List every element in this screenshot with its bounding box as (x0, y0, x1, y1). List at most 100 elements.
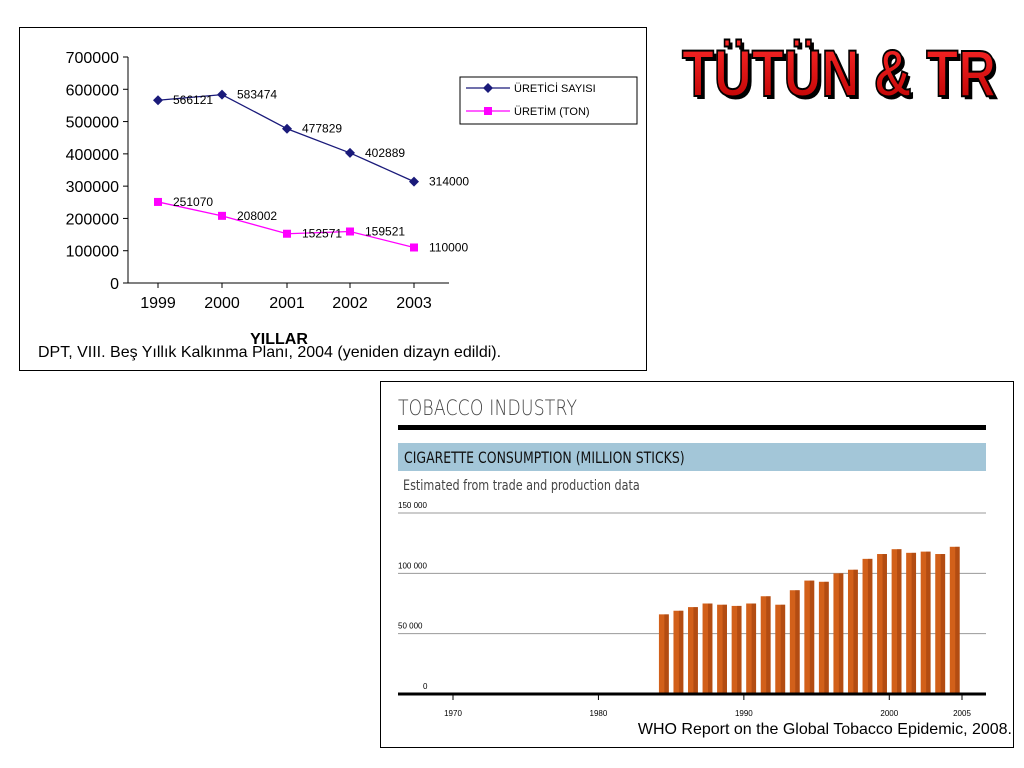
bar-shade (707, 603, 713, 694)
data-label: 314000 (429, 175, 469, 189)
bar (760, 596, 771, 694)
bar (702, 603, 713, 694)
slide-title-text: TÜTÜN & TR (682, 36, 996, 110)
data-label: 208002 (237, 209, 277, 223)
bar-chart-title-band: CIGARETTE CONSUMPTION (MILLION STICKS) (398, 443, 986, 471)
legend-box (459, 76, 638, 125)
bar (804, 580, 815, 694)
bar-shade (897, 549, 902, 694)
bar-shade (693, 607, 698, 694)
data-label: 583474 (237, 88, 277, 102)
bar (862, 558, 873, 694)
bar (920, 551, 931, 694)
bar-chart-caption: WHO Report on the Global Tobacco Epidemi… (637, 721, 1012, 738)
bar-shade (780, 604, 786, 694)
y-tick-label: 300000 (66, 179, 119, 196)
bar-shade (882, 554, 887, 694)
data-point-marker (153, 95, 163, 106)
bar-chart: 0 50 000 100 000 150 000 1970 1980 1990 2000 200… (398, 501, 986, 718)
data-label: 402889 (365, 146, 405, 160)
y-tick-label: 600000 (66, 82, 119, 99)
slide-title-shadow: TÜTÜN & TR (685, 39, 999, 110)
legend-swatch-marker (483, 83, 493, 93)
data-point-marker (283, 229, 291, 238)
y-tick-label: 500000 (66, 115, 119, 132)
y-tick-label: 100000 (66, 244, 119, 261)
y-tick-label: 400000 (66, 147, 119, 164)
bar-shade (926, 551, 931, 694)
bar (877, 554, 887, 694)
bar (717, 604, 727, 694)
legend-label: ÜRETİCİ SAYISI (514, 82, 596, 95)
x-tick-label: 1990 (735, 709, 753, 718)
bar (789, 590, 800, 694)
bar-chart-header: TOBACCO INDUSTRY (398, 396, 578, 420)
x-tick-label: 2002 (332, 295, 368, 312)
bar (673, 610, 684, 694)
data-label: 477829 (302, 122, 342, 136)
data-point-marker (345, 147, 355, 158)
bar (775, 604, 786, 694)
x-tick-label: 1980 (590, 709, 608, 718)
bar (949, 546, 960, 694)
series-line-1 (157, 93, 415, 183)
x-tick-label: 1970 (444, 709, 462, 718)
bar-shade (955, 546, 960, 694)
data-label: 566121 (173, 93, 213, 107)
bar (746, 603, 757, 694)
bar (935, 554, 946, 694)
data-point-marker (218, 211, 226, 220)
bar-shade (809, 580, 815, 694)
bar-shade (722, 604, 727, 694)
bar-chart-subtitle: Estimated from trade and production data (403, 478, 640, 494)
data-label: 152571 (302, 227, 342, 241)
bar (658, 614, 669, 694)
bar (731, 605, 742, 694)
bar-shade (824, 581, 829, 694)
y-tick-label: 100 000 (398, 561, 427, 570)
bar (833, 573, 844, 694)
data-point-marker (154, 197, 162, 206)
x-tick-label: 2000 (880, 709, 898, 718)
y-tick-label: 700000 (66, 50, 119, 67)
x-tick-label: 1999 (140, 295, 176, 312)
y-tick-label: 150 000 (398, 501, 427, 510)
bar (688, 607, 698, 694)
bar (847, 569, 858, 694)
x-tick-label: 2003 (396, 295, 432, 312)
line-chart: 0 100000 200000 300000 400000 500000 600000 700… (66, 50, 638, 348)
y-tick-label: 0 (423, 682, 428, 691)
x-axis-title: YILLAR (250, 331, 308, 348)
bar-shade (867, 558, 873, 694)
y-tick-label: 50 000 (398, 622, 423, 631)
bar (818, 581, 829, 694)
header-rule (398, 425, 986, 430)
data-label: 110000 (429, 240, 468, 254)
y-tick-label: 0 (110, 276, 119, 293)
bar-shade (678, 610, 684, 694)
slide-title: TÜTÜN & TR TÜTÜN & TR (681, 35, 999, 110)
y-tick-label: 200000 (66, 211, 119, 228)
data-point-marker (410, 243, 418, 252)
bar-shade (766, 596, 771, 694)
data-point-marker (409, 176, 419, 187)
line-chart-caption: DPT, VIII. Beş Yıllık Kalkınma Planı, 20… (38, 344, 502, 361)
data-point-marker (346, 227, 354, 236)
bar-shade (853, 569, 858, 694)
data-point-marker (217, 89, 227, 100)
data-label: 251070 (173, 195, 213, 209)
bar-shade (795, 590, 800, 694)
bar-shade (940, 554, 946, 694)
legend-swatch-marker (484, 107, 492, 115)
bar-shade (838, 573, 844, 694)
bar-chart-title: CIGARETTE CONSUMPTION (MILLION STICKS) (404, 448, 685, 467)
bar-shade (911, 552, 917, 694)
x-tick-label: 2001 (269, 295, 305, 312)
bar-shade (737, 605, 742, 694)
x-tick-label: 2005 (953, 709, 971, 718)
bar-shade (751, 603, 757, 694)
data-label: 159521 (365, 224, 405, 238)
bar (891, 549, 902, 694)
data-point-marker (282, 123, 292, 134)
x-tick-label: 2000 (204, 295, 240, 312)
